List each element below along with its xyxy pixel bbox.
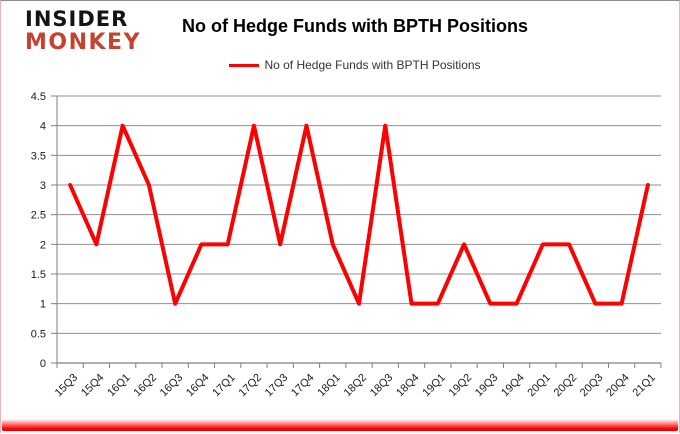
legend-label: No of Hedge Funds with BPTH Positions [264, 58, 481, 72]
logo-line-insider: INSIDER [25, 7, 129, 31]
y-tick-label: 1 [40, 299, 46, 311]
x-tick-label: 17Q2 [237, 372, 265, 400]
x-tick-label: 19Q1 [420, 372, 448, 400]
y-tick-label: 0.5 [31, 328, 46, 340]
x-tick-label: 16Q2 [132, 372, 160, 400]
y-tick-label: 1.5 [31, 269, 46, 281]
logo-line-monkey: MONKEY [25, 30, 142, 55]
bottom-red-bar [2, 419, 678, 431]
chart-legend: No of Hedge Funds with BPTH Positions [111, 58, 599, 72]
insider-monkey-logo: INSIDER MONKEY [25, 9, 141, 54]
x-tick-label: 17Q1 [210, 372, 238, 400]
x-tick-label: 18Q2 [342, 372, 370, 400]
x-tick-label: 15Q4 [79, 372, 107, 400]
x-tick-label: 19Q3 [473, 372, 501, 400]
y-tick-label: 4.5 [31, 91, 46, 103]
x-tick-label: 18Q3 [368, 372, 396, 400]
y-tick-label: 0 [40, 358, 46, 370]
x-tick-label: 20Q2 [552, 372, 580, 400]
x-tick-label: 19Q2 [447, 372, 475, 400]
x-tick-label: 16Q4 [184, 372, 212, 400]
y-tick-label: 2 [40, 239, 46, 251]
x-tick-label: 20Q1 [525, 372, 553, 400]
y-tick-label: 3.5 [31, 150, 46, 162]
x-tick-label: 20Q4 [604, 372, 632, 400]
x-tick-label: 17Q4 [289, 372, 317, 400]
y-tick-label: 2.5 [31, 210, 46, 222]
x-tick-label: 21Q1 [630, 372, 658, 400]
x-tick-label: 17Q3 [263, 372, 291, 400]
x-tick-label: 19Q4 [499, 372, 527, 400]
legend-line-swatch [229, 63, 260, 67]
y-tick-label: 4 [40, 121, 46, 133]
data-line [68, 123, 650, 306]
x-tick-label: 16Q3 [158, 372, 186, 400]
x-tick-label: 18Q4 [394, 372, 422, 400]
x-tick-label: 18Q1 [315, 372, 343, 400]
page-title: No of Hedge Funds with BPTH Positions [182, 16, 528, 36]
x-tick-label: 16Q1 [105, 372, 133, 400]
x-tick-label: 15Q3 [53, 372, 81, 400]
x-tick-label: 20Q3 [578, 372, 606, 400]
y-tick-label: 3 [40, 180, 46, 192]
